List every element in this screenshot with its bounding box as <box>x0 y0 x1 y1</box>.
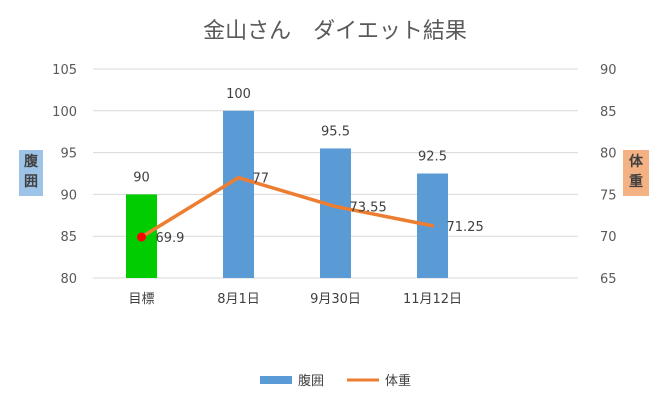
bar-data-label: 100 <box>226 87 251 102</box>
bar-data-label: 95.5 <box>321 124 350 139</box>
right-axis-title-bg <box>623 150 649 196</box>
category-label: 8月1日 <box>217 292 260 307</box>
chart-title: 金山さん ダイエット結果 <box>203 19 467 44</box>
left-axis-title-char-1: 腹 <box>24 153 39 170</box>
left-axis-title-bg <box>19 150 43 196</box>
line-series <box>139 175 435 239</box>
left-axis-title: 腹 囲 <box>19 150 43 196</box>
left-axis-title-char-2: 囲 <box>24 174 38 190</box>
right-tick-label: 65 <box>600 272 617 287</box>
left-tick-label: 95 <box>60 147 77 162</box>
left-tick-label: 85 <box>60 230 77 245</box>
category-label: 11月12日 <box>403 292 462 307</box>
right-axis-title: 体 重 <box>623 150 649 196</box>
left-tick-label: 105 <box>52 63 77 78</box>
bar-data-label: 92.5 <box>418 150 447 165</box>
right-tick-label: 85 <box>600 105 617 120</box>
line-data-label: 73.55 <box>350 201 387 216</box>
labels-layer: 80 85 90 95 100 105 65 70 75 80 85 90 目標 8月1日 9月30日 11月… <box>52 63 616 307</box>
right-tick-label: 90 <box>600 63 617 78</box>
legend-bar-swatch <box>260 376 292 384</box>
bar <box>320 148 351 278</box>
line-data-label: 69.9 <box>156 231 185 246</box>
left-tick-label: 100 <box>52 105 77 120</box>
legend: 腹囲 体重 <box>260 373 411 389</box>
right-tick-label: 75 <box>600 188 617 203</box>
legend-bar-label: 腹囲 <box>298 373 324 389</box>
right-axis-title-char-1: 体 <box>629 153 644 170</box>
left-tick-label: 90 <box>60 188 77 203</box>
category-label: 9月30日 <box>310 292 361 307</box>
bar <box>223 110 254 278</box>
legend-line-label: 体重 <box>385 373 411 389</box>
right-tick-label: 70 <box>600 230 617 245</box>
line-data-label: 77 <box>253 172 270 187</box>
line-data-label: 71.25 <box>447 220 484 235</box>
line-layer <box>137 175 435 242</box>
category-label: 目標 <box>128 292 154 307</box>
bar-data-label: 90 <box>133 170 150 185</box>
line-point <box>137 232 146 242</box>
right-axis-title-char-2: 重 <box>629 173 643 190</box>
left-tick-label: 80 <box>60 272 77 287</box>
right-tick-label: 80 <box>600 147 617 162</box>
